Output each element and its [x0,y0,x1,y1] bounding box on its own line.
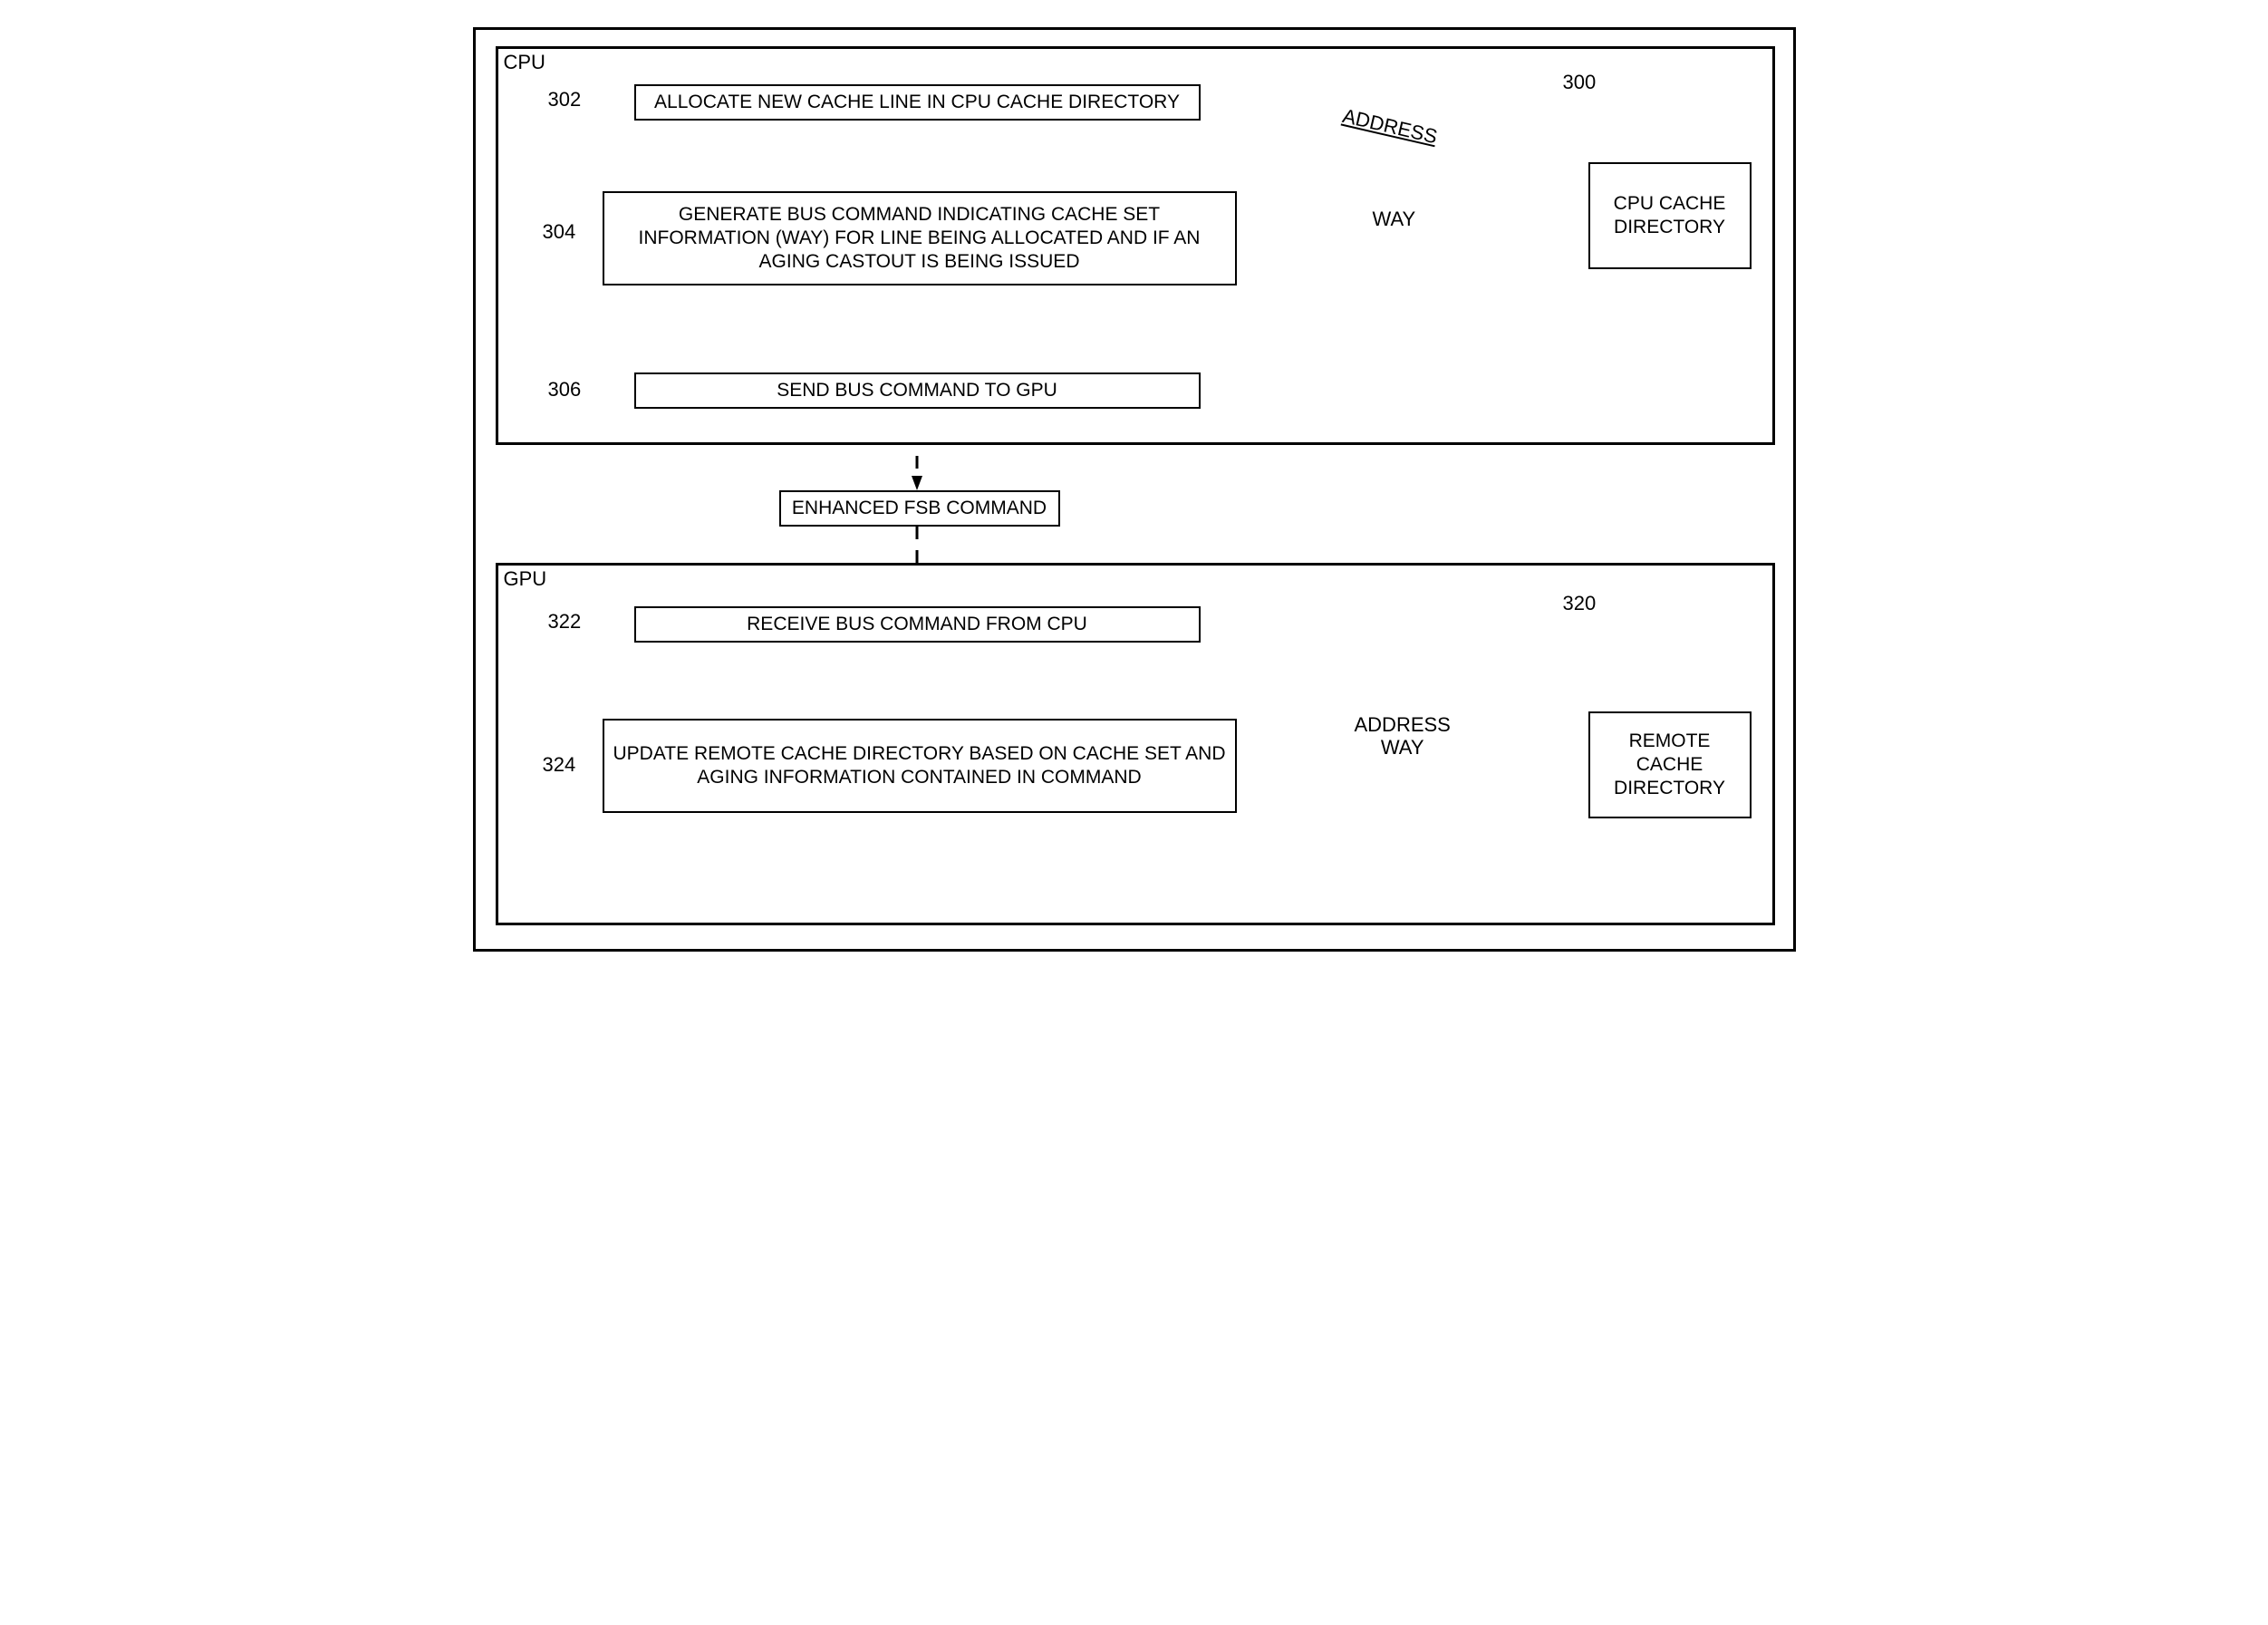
cpu-region-label: CPU [504,51,545,74]
ref-label-n304: 304 [543,220,576,244]
node-remote_dir: REMOTE CACHE DIRECTORY [1588,711,1752,818]
node-fsb-text: ENHANCED FSB COMMAND [792,497,1047,520]
ref-label-n322: 322 [548,610,582,634]
ref-label-n306: 306 [548,378,582,401]
node-n306: SEND BUS COMMAND TO GPU [634,372,1201,409]
edge-label-addr_way: ADDRESSWAY [1355,713,1451,759]
node-n302-text: ALLOCATE NEW CACHE LINE IN CPU CACHE DIR… [654,91,1180,114]
edge-label-way: WAY [1373,208,1416,230]
node-n306-text: SEND BUS COMMAND TO GPU [777,379,1057,402]
node-n304: GENERATE BUS COMMAND INDICATING CACHE SE… [603,191,1237,285]
node-n304-text: GENERATE BUS COMMAND INDICATING CACHE SE… [612,203,1228,275]
gpu-region-label: GPU [504,567,547,591]
node-n322: RECEIVE BUS COMMAND FROM CPU [634,606,1201,643]
node-n324: UPDATE REMOTE CACHE DIRECTORY BASED ON C… [603,719,1237,813]
node-n322-text: RECEIVE BUS COMMAND FROM CPU [747,613,1087,636]
flowchart-canvas: CPU 300 GPU 320 ALLOCATE NEW CACHE LINE IN C… [473,27,1796,952]
gpu-ref-number: 320 [1563,592,1597,615]
cpu-ref-number: 300 [1563,71,1597,94]
node-fsb: ENHANCED FSB COMMAND [779,490,1060,527]
node-cpu_dir-text: CPU CACHE DIRECTORY [1597,192,1742,240]
ref-label-n302: 302 [548,88,582,111]
node-n324-text: UPDATE REMOTE CACHE DIRECTORY BASED ON C… [612,742,1228,790]
node-n302: ALLOCATE NEW CACHE LINE IN CPU CACHE DIR… [634,84,1201,121]
node-remote_dir-text: REMOTE CACHE DIRECTORY [1597,730,1742,801]
ref-label-n324: 324 [543,753,576,777]
node-cpu_dir: CPU CACHE DIRECTORY [1588,162,1752,269]
